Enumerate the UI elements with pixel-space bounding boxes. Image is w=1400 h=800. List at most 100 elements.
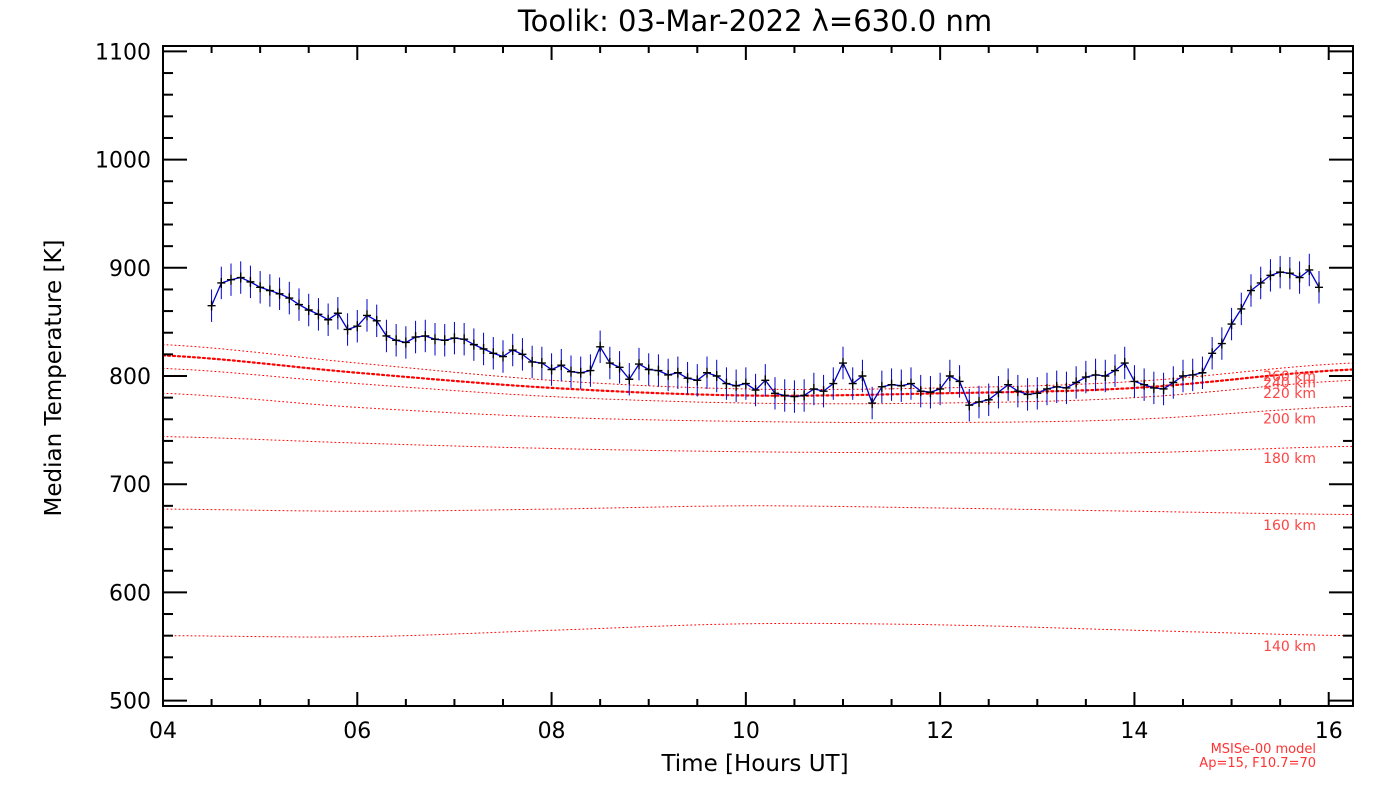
measurement-point	[1101, 371, 1110, 381]
measurement-point	[654, 365, 663, 376]
measurement-point	[401, 337, 410, 348]
measurement-point	[1208, 348, 1217, 359]
measurement-point	[528, 356, 537, 367]
measurement-point	[1198, 367, 1207, 378]
measurement-point	[644, 364, 653, 375]
measurement-point	[217, 277, 226, 288]
measurement-point	[926, 387, 935, 398]
measurement-point	[285, 293, 294, 304]
measurement-point	[392, 335, 401, 346]
measurement-point	[703, 367, 711, 378]
measurement-point	[916, 386, 925, 397]
measurement-point	[751, 385, 760, 396]
model-curve-140-km	[162, 622, 1354, 638]
measurement-point	[431, 334, 439, 345]
measurement-point	[1266, 270, 1275, 281]
model-curve-220-km	[162, 367, 1354, 405]
measurement-point	[1188, 369, 1197, 380]
measurement-point	[450, 333, 459, 344]
plot-frame	[162, 45, 1354, 707]
model-footer-params: Ap=15, F10.7=70	[1199, 756, 1316, 771]
model-curve-label: 140 km	[1263, 639, 1316, 655]
model-curve-260-km	[162, 344, 1354, 390]
measurement-point	[1276, 267, 1285, 278]
measurement-point	[421, 330, 430, 341]
y-tick-label: 700	[109, 473, 151, 498]
x-tick-label: 16	[1315, 719, 1343, 744]
measurement-point	[1149, 382, 1158, 393]
model-curve-label: 220 km	[1263, 386, 1316, 402]
measurement-point	[343, 324, 352, 335]
measurement-point	[576, 367, 585, 378]
model-curve-label: 240 km	[1263, 375, 1316, 391]
measurement-point	[809, 383, 818, 394]
measurement-point	[567, 366, 575, 377]
measurement-point	[1169, 377, 1178, 388]
measurement-point	[1159, 383, 1168, 394]
measurement-point	[1043, 383, 1051, 394]
measurement-point	[800, 390, 809, 401]
measurement-point	[372, 315, 381, 326]
model-curve-label: 180 km	[1263, 451, 1316, 467]
measurement-point	[547, 364, 556, 375]
model-curve-160-km	[162, 505, 1354, 515]
measurement-point	[965, 400, 974, 411]
measurement-point	[897, 380, 906, 391]
measurement-point	[469, 339, 478, 350]
measurement-point	[945, 371, 954, 381]
measurement-point	[839, 358, 847, 369]
measurement-point	[1130, 376, 1139, 387]
model-curve-200-km	[162, 392, 1354, 424]
measurement-point	[1247, 285, 1255, 296]
measurement-point	[1285, 268, 1294, 279]
measurement-point	[848, 378, 857, 389]
measurement-point	[1023, 389, 1032, 400]
model-curve-180-km	[162, 436, 1354, 454]
axes: 04 06 08 10 12 14 16 500 600 700 800 900 1000 1100	[95, 40, 1353, 744]
measurement-point	[499, 351, 507, 362]
measurement-point	[265, 285, 274, 296]
measurement-point	[557, 360, 566, 371]
measurement-point	[1237, 303, 1246, 314]
measurement-point	[625, 374, 634, 385]
x-tick-label: 04	[149, 719, 177, 744]
measurement-point	[1111, 365, 1119, 376]
measurement-point	[1004, 379, 1013, 390]
measurement-point	[936, 383, 945, 394]
x-tick-label: 06	[343, 719, 371, 744]
measurement-point	[333, 308, 342, 319]
measurement-point	[994, 387, 1003, 398]
measurement-point	[1227, 319, 1236, 330]
model-curve-label: 200 km	[1263, 412, 1316, 428]
measurement-point	[790, 391, 799, 402]
measurement-point	[596, 341, 605, 352]
measurement-point	[887, 379, 896, 390]
measurement-point	[460, 334, 469, 345]
measurement-point	[1305, 264, 1314, 275]
measurement-point	[732, 380, 741, 391]
chart-title: Toolik: 03-Mar-2022 λ=630.0 nm	[517, 4, 992, 38]
measurement-point	[712, 371, 721, 381]
measurement-point	[324, 314, 333, 325]
measurement-point	[1256, 277, 1265, 288]
y-axis-label: Median Temperature [K]	[41, 240, 67, 517]
measurement-point	[479, 343, 488, 354]
measurement-point	[518, 349, 527, 360]
x-axis-label: Time [Hours UT]	[660, 751, 848, 777]
y-tick-label: 500	[109, 690, 151, 715]
measurement-point	[615, 362, 624, 373]
measurement-point	[741, 378, 750, 389]
model-footer-name: MSISe-00 model	[1211, 742, 1316, 757]
measurement-point	[858, 371, 867, 381]
measurement-point	[1120, 358, 1129, 369]
measurement-point	[907, 378, 915, 389]
measurement-point	[975, 396, 983, 407]
measurement-point	[353, 321, 362, 332]
measurement-point	[605, 358, 614, 369]
measurement-point	[256, 282, 265, 293]
measurement-point	[1315, 282, 1323, 293]
measurement-point	[955, 376, 964, 387]
measurement-point	[819, 386, 828, 397]
x-tick-label: 08	[538, 719, 566, 744]
